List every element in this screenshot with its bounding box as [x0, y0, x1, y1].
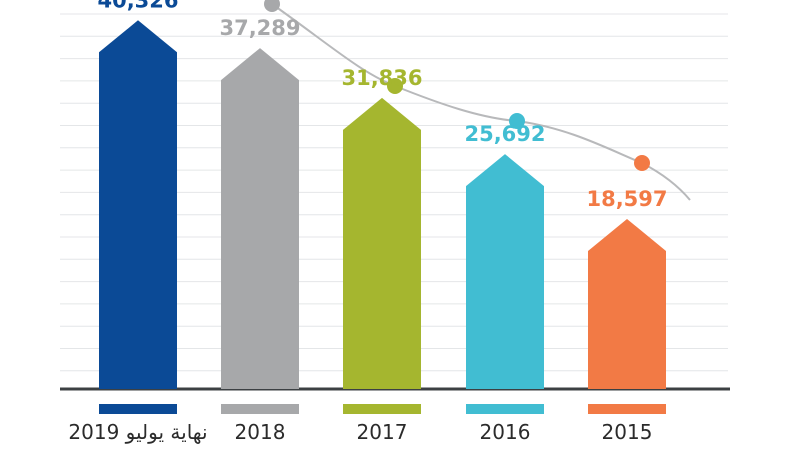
data-label: 37,289 — [219, 16, 300, 40]
category-label: نهاية يوليو 2019 — [68, 420, 208, 444]
category-color-strip — [343, 404, 421, 414]
data-label: 40,326 — [97, 0, 178, 12]
bar — [221, 48, 299, 390]
trend-point — [387, 78, 403, 94]
category-color-strip — [99, 404, 177, 414]
bar — [466, 154, 544, 389]
trend-point — [264, 0, 280, 12]
data-label: 18,597 — [586, 187, 667, 211]
category-color-strip — [221, 404, 299, 414]
trend-point — [509, 113, 525, 129]
trend-point — [634, 155, 650, 171]
category-color-strip — [588, 404, 666, 414]
category-color-strip — [466, 404, 544, 414]
data-label: 31,836 — [341, 66, 422, 90]
category-label: 2015 — [601, 420, 653, 444]
category-label: 2016 — [479, 420, 531, 444]
category-label: 2018 — [234, 420, 286, 444]
bar — [588, 218, 666, 389]
category-label: 2017 — [356, 420, 408, 444]
bar — [99, 20, 177, 389]
bar — [343, 97, 421, 389]
data-label: 25,692 — [464, 122, 545, 146]
